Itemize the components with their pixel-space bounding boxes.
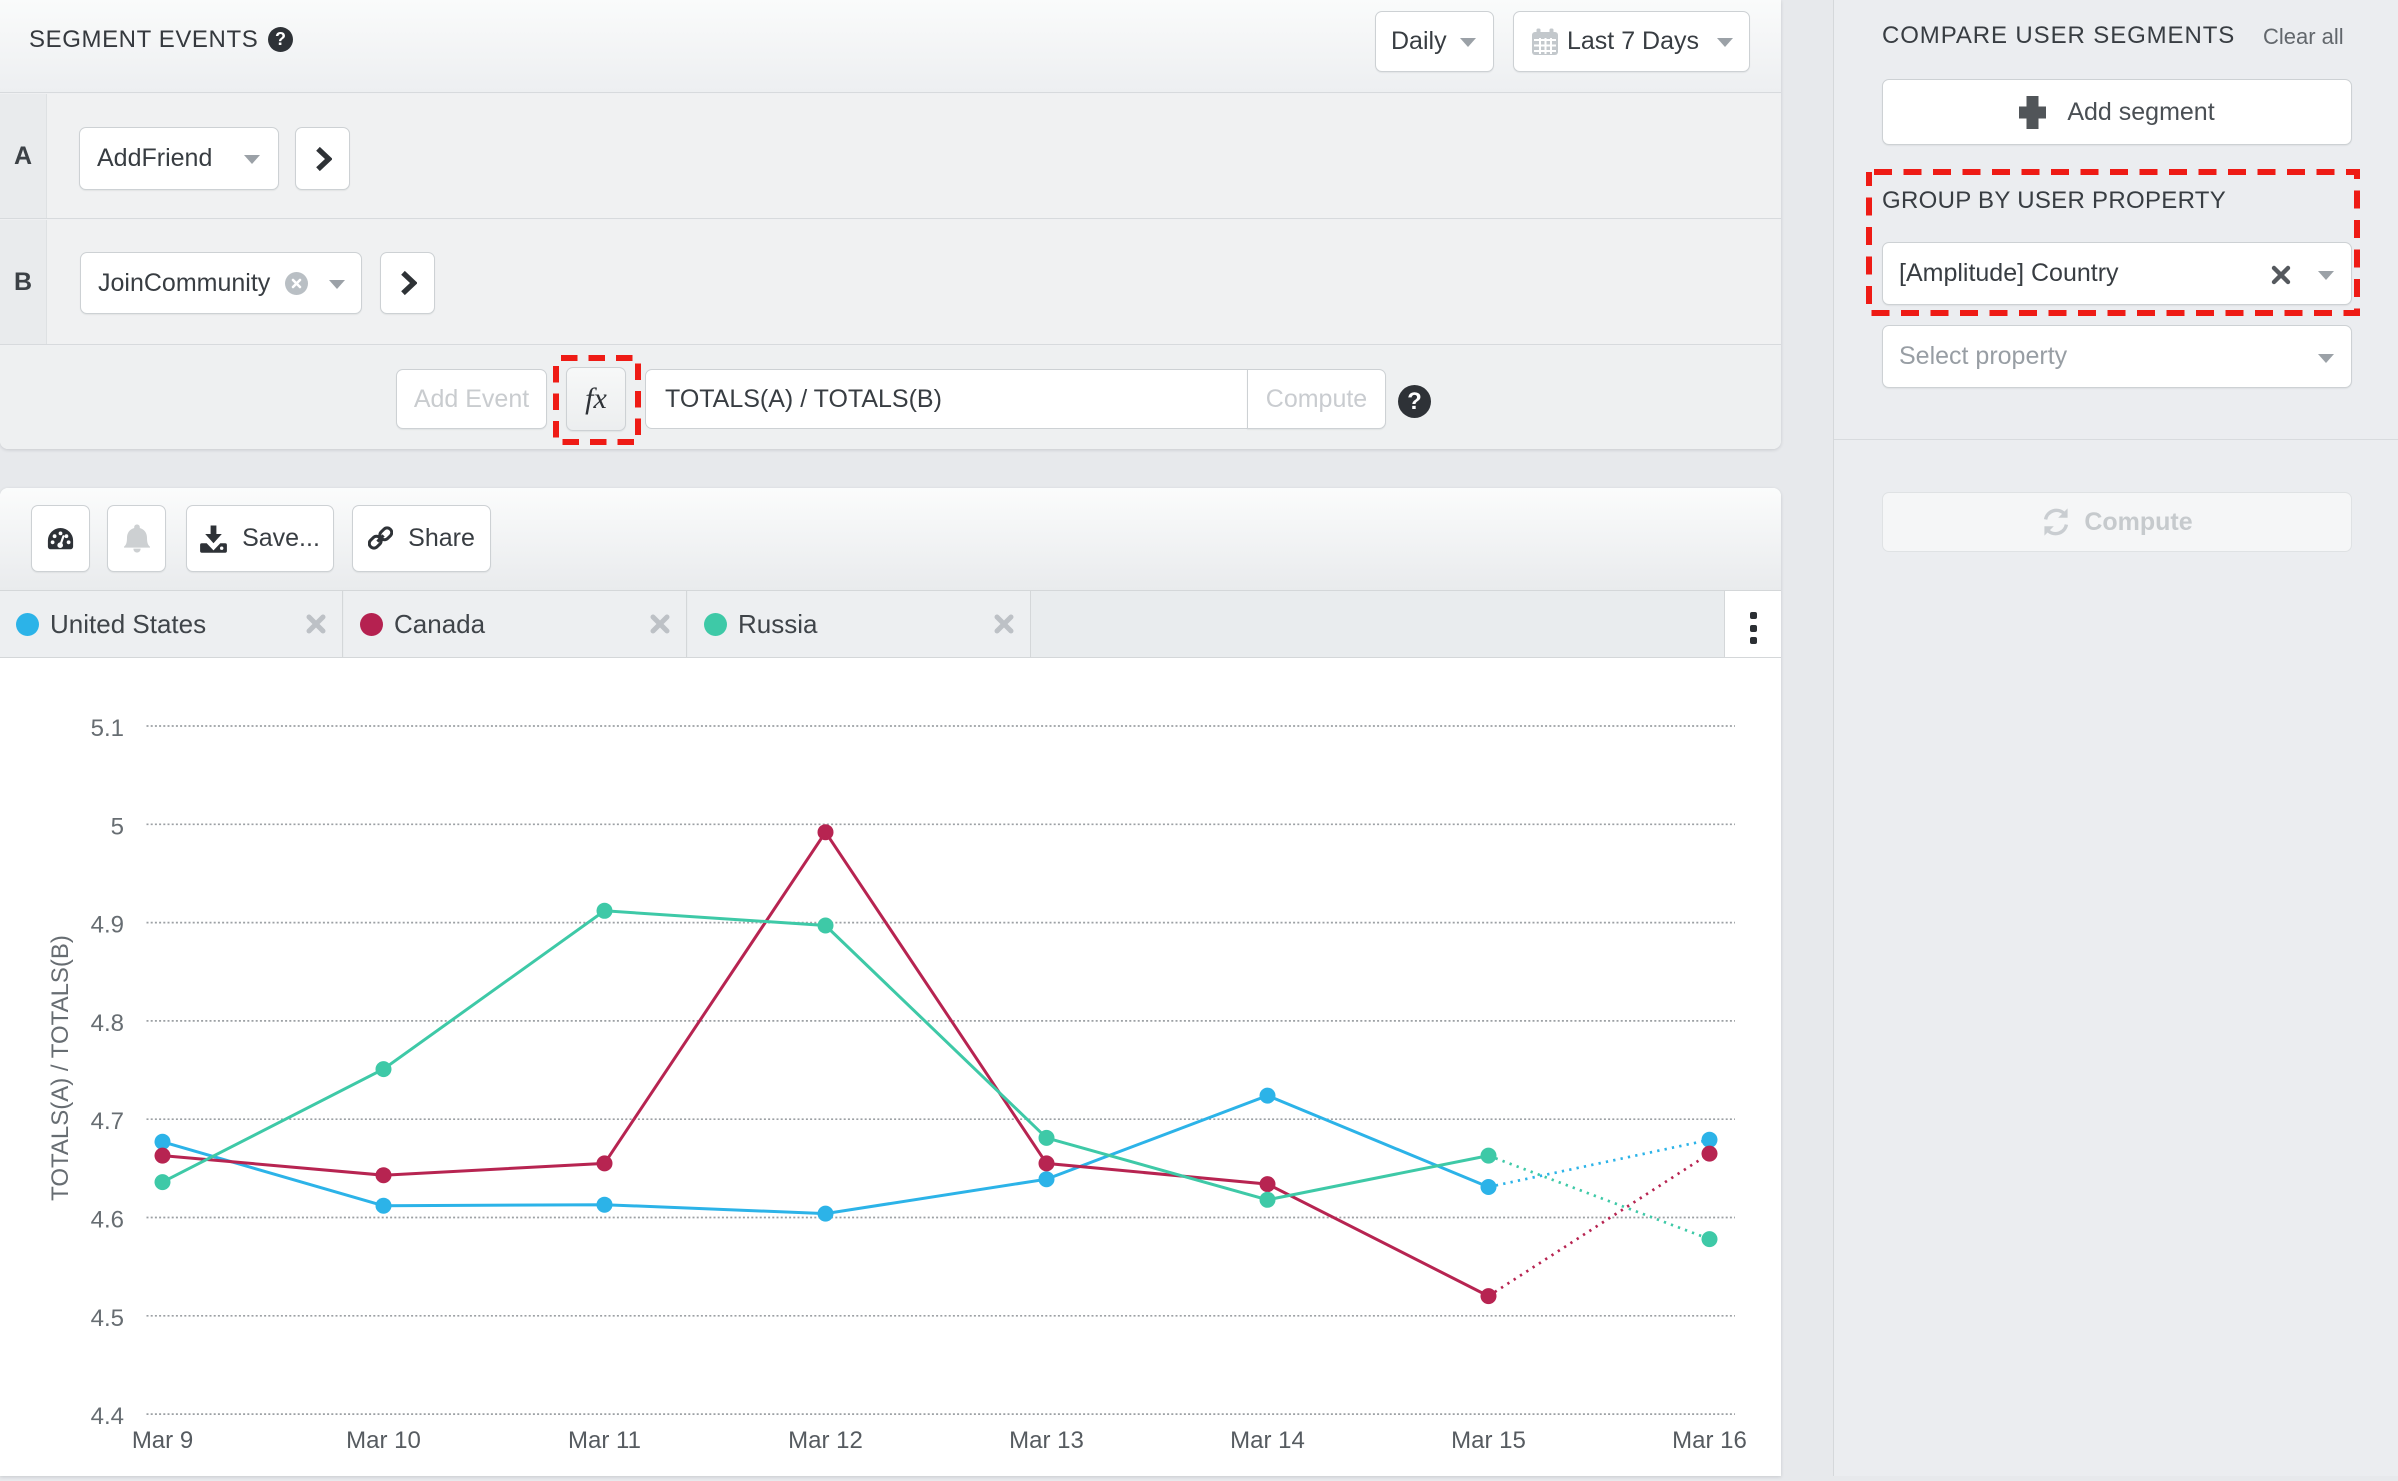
svg-text:Mar 12: Mar 12 (788, 1427, 863, 1454)
svg-text:4.5: 4.5 (91, 1305, 124, 1332)
svg-text:Mar 9: Mar 9 (132, 1427, 193, 1454)
svg-text:4.6: 4.6 (91, 1207, 124, 1234)
svg-text:4.7: 4.7 (91, 1108, 124, 1135)
svg-text:4.9: 4.9 (91, 912, 124, 939)
svg-text:Mar 13: Mar 13 (1009, 1427, 1084, 1454)
svg-text:Mar 14: Mar 14 (1230, 1427, 1305, 1454)
svg-text:Mar 16: Mar 16 (1672, 1427, 1747, 1454)
svg-text:4.8: 4.8 (91, 1010, 124, 1037)
svg-text:TOTALS(A) / TOTALS(B): TOTALS(A) / TOTALS(B) (47, 935, 74, 1201)
svg-text:4.4: 4.4 (91, 1403, 124, 1430)
svg-text:5.1: 5.1 (91, 715, 124, 742)
svg-text:Mar 10: Mar 10 (346, 1427, 421, 1454)
svg-text:5: 5 (111, 813, 124, 840)
svg-text:Mar 11: Mar 11 (568, 1427, 641, 1454)
svg-text:Mar 15: Mar 15 (1451, 1427, 1526, 1454)
